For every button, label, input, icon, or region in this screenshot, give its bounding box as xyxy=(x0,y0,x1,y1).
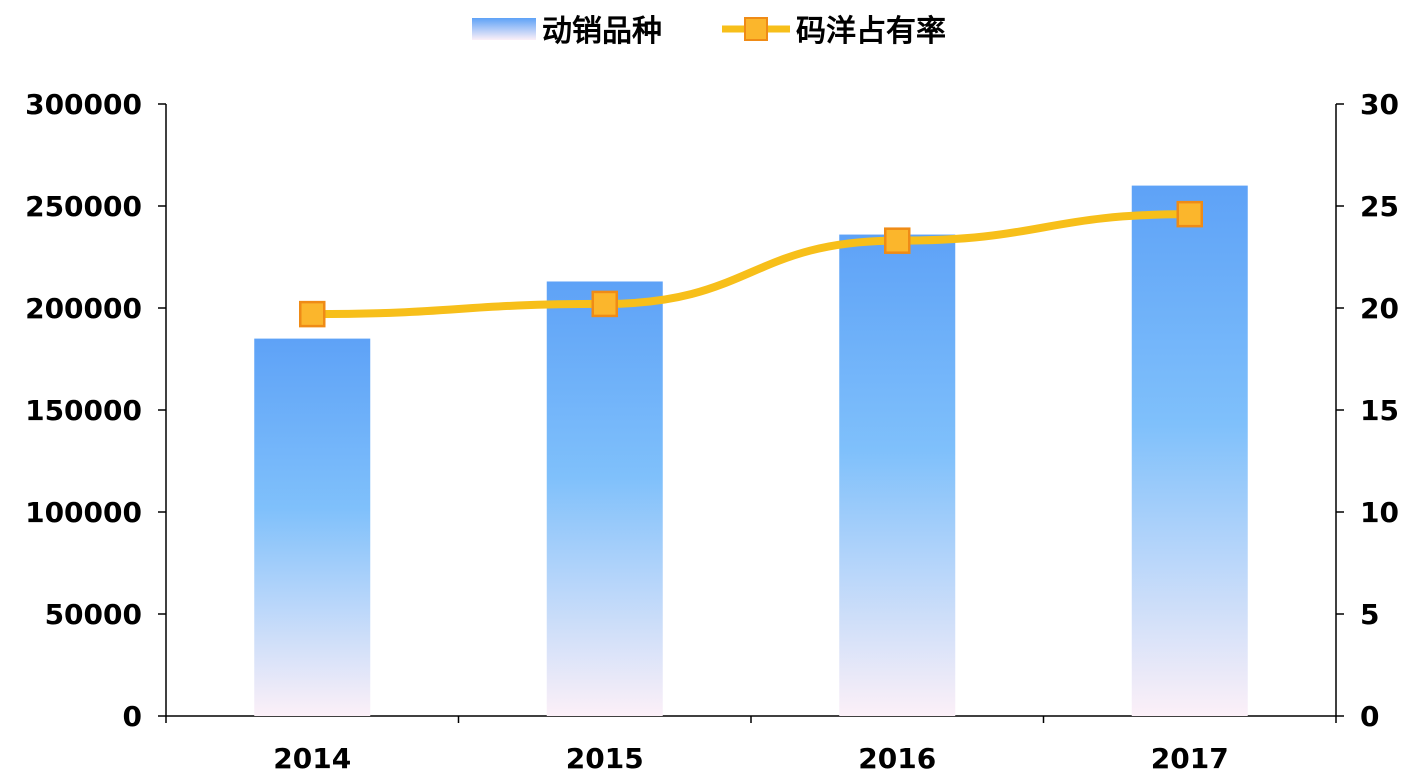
y-left-tick-labels: 0 50000 100000 150000 200000 250000 300000 xyxy=(25,88,142,733)
y-right-tick-label: 25 xyxy=(1360,190,1399,223)
x-tick-label: 2015 xyxy=(566,742,644,772)
bar xyxy=(254,338,371,716)
line-point xyxy=(1176,200,1203,228)
y-right-tick-label: 0 xyxy=(1360,700,1379,733)
line-series xyxy=(299,200,1203,328)
line-point xyxy=(299,300,326,328)
legend-line-marker xyxy=(744,17,768,41)
y-right-tick-label: 10 xyxy=(1360,496,1399,529)
legend-line-label: 码洋占有率 xyxy=(796,14,946,49)
legend-bar-label: 动销品种 xyxy=(542,14,662,49)
x-tick-label: 2014 xyxy=(273,742,351,772)
bar xyxy=(839,234,956,716)
y-left-tick-label: 200000 xyxy=(25,292,142,325)
legend-item-line[interactable]: 码洋占有率 xyxy=(722,14,946,49)
bar xyxy=(1131,185,1248,717)
series-line xyxy=(308,210,1194,319)
legend-bar-swatch xyxy=(472,18,536,40)
y-left-tick-label: 150000 xyxy=(25,394,142,427)
y-right-tick-label: 30 xyxy=(1360,88,1399,121)
legend-item-bar[interactable]: 动销品种 xyxy=(472,14,662,49)
line-point xyxy=(884,227,911,254)
y-right-tick-label: 5 xyxy=(1360,598,1379,631)
legend: 动销品种 码洋占有率 xyxy=(472,14,946,49)
x-tick-label: 2017 xyxy=(1151,742,1229,772)
bar xyxy=(546,281,663,716)
x-tick-labels: 2014 2015 2016 2017 xyxy=(273,742,1228,772)
y-right-tick-label: 15 xyxy=(1360,394,1399,427)
line-point xyxy=(591,290,618,318)
y-left-tick-label: 250000 xyxy=(25,190,142,223)
y-left-tick-label: 100000 xyxy=(25,496,142,529)
y-left-tick-label: 50000 xyxy=(45,598,142,631)
x-tick-label: 2016 xyxy=(858,742,936,772)
y-left-tick-label: 0 xyxy=(123,700,142,733)
y-right-tick-labels: 0 5 10 15 20 25 30 xyxy=(1360,88,1399,733)
bar-series xyxy=(254,185,1248,717)
y-left-tick-label: 300000 xyxy=(25,88,142,121)
y-right-tick-label: 20 xyxy=(1360,292,1399,325)
